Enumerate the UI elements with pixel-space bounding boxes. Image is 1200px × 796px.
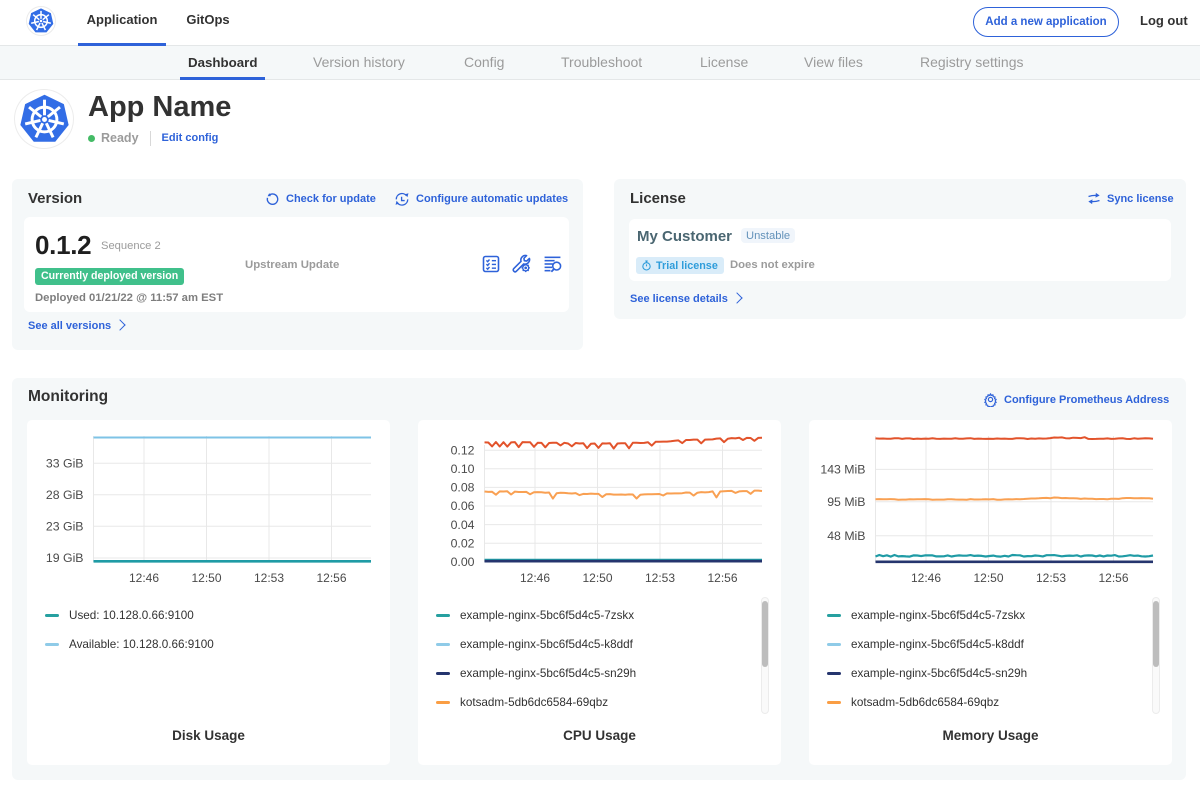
svg-text:12:50: 12:50	[191, 571, 221, 585]
svg-text:0.12: 0.12	[451, 443, 475, 457]
svg-text:12:56: 12:56	[707, 571, 737, 585]
svg-text:0.10: 0.10	[451, 462, 475, 476]
svg-text:23 GiB: 23 GiB	[46, 519, 84, 533]
svg-text:12:56: 12:56	[316, 571, 346, 585]
svg-text:12:46: 12:46	[911, 571, 941, 585]
svg-text:143 MiB: 143 MiB	[820, 463, 865, 477]
svg-text:12:53: 12:53	[1036, 571, 1066, 585]
svg-text:48 MiB: 48 MiB	[827, 529, 865, 543]
svg-text:33 GiB: 33 GiB	[46, 457, 84, 471]
svg-text:28 GiB: 28 GiB	[46, 488, 84, 502]
svg-text:19 GiB: 19 GiB	[46, 551, 84, 565]
svg-text:0.02: 0.02	[451, 536, 475, 550]
svg-text:0.04: 0.04	[451, 518, 475, 532]
svg-text:12:46: 12:46	[129, 571, 159, 585]
svg-text:12:53: 12:53	[645, 571, 675, 585]
svg-text:0.06: 0.06	[451, 499, 475, 513]
svg-text:12:50: 12:50	[582, 571, 612, 585]
svg-text:0.08: 0.08	[451, 481, 475, 495]
svg-text:0.00: 0.00	[451, 555, 475, 569]
svg-text:12:50: 12:50	[973, 571, 1003, 585]
svg-text:12:56: 12:56	[1098, 571, 1128, 585]
svg-text:12:46: 12:46	[520, 571, 550, 585]
svg-text:95 MiB: 95 MiB	[827, 495, 865, 509]
svg-text:12:53: 12:53	[254, 571, 284, 585]
